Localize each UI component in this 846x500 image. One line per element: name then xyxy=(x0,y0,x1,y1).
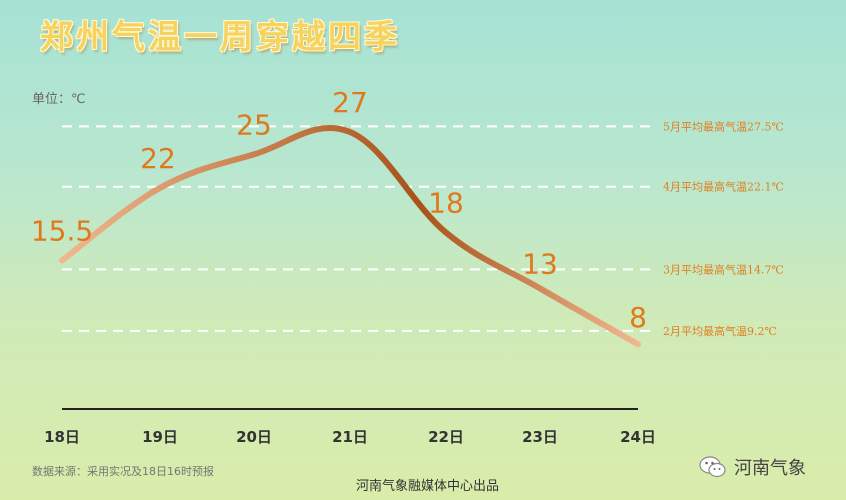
data-source-note: 数据来源：采用实况及18日16时预报 xyxy=(32,465,214,478)
x-tick-label: 20日 xyxy=(236,428,272,446)
reference-line-label: 4月平均最高气温22.1℃ xyxy=(663,180,784,194)
value-label: 27 xyxy=(332,86,368,119)
reference-line-label: 3月平均最高气温14.7℃ xyxy=(663,262,784,276)
x-tick-labels: 18日 19日 20日 21日 22日 23日 24日 xyxy=(44,428,656,446)
brand-badge: 河南气象 xyxy=(698,452,806,482)
x-tick-label: 18日 xyxy=(44,428,80,446)
value-label: 18 xyxy=(428,187,464,220)
x-tick-label: 24日 xyxy=(620,428,656,446)
brand-name: 河南气象 xyxy=(734,458,806,479)
x-tick-label: 22日 xyxy=(428,428,464,446)
x-tick-label: 23日 xyxy=(522,428,558,446)
temperature-series-line xyxy=(59,125,641,348)
credit-text: 河南气象融媒体中心出品 xyxy=(356,479,500,494)
value-labels: 15.5 22 25 27 18 13 8 xyxy=(31,86,647,334)
reference-line-label: 2月平均最高气温9.2℃ xyxy=(663,324,777,338)
unit-label: 单位：℃ xyxy=(32,92,86,107)
value-label: 25 xyxy=(236,108,272,141)
wechat-icon xyxy=(699,456,726,478)
reference-line-label: 5月平均最高气温27.5℃ xyxy=(663,119,784,133)
reference-lines: 5月平均最高气温27.5℃ 4月平均最高气温22.1℃ 3月平均最高气温14.7℃ 2… xyxy=(62,119,784,338)
x-tick-label: 21日 xyxy=(332,428,368,446)
value-label: 8 xyxy=(629,301,647,334)
chart-title: 郑州气温一周穿越四季 xyxy=(40,17,400,56)
x-tick-label: 19日 xyxy=(142,428,178,446)
value-label: 15.5 xyxy=(31,214,93,247)
value-label: 13 xyxy=(522,247,558,280)
value-label: 22 xyxy=(140,142,176,175)
